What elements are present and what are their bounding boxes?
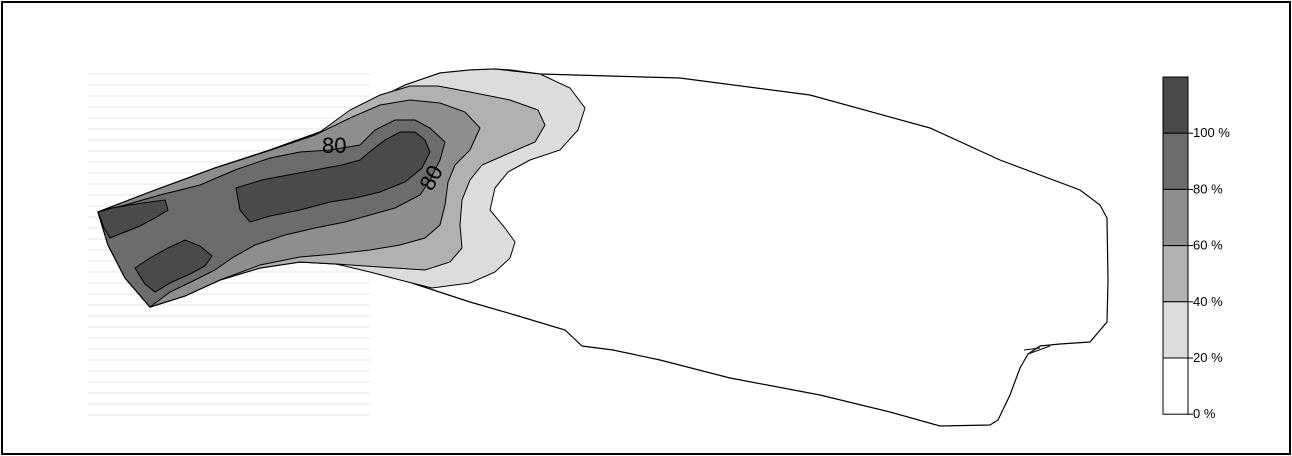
edge-artifact xyxy=(1023,345,1051,355)
legend-swatch xyxy=(1162,301,1189,359)
legend-tick-label: 20 % xyxy=(1193,350,1223,365)
legend-tick-label: 80 % xyxy=(1193,181,1223,196)
color-legend: 100 % 80 % 60 % 40 % 20 % 0 % xyxy=(1162,76,1230,421)
legend-tick-label: 100 % xyxy=(1193,125,1230,140)
contour-100-region-main xyxy=(235,131,431,223)
legend-tick-label: 0 % xyxy=(1193,406,1216,421)
legend-swatch xyxy=(1162,188,1189,247)
legend-swatch xyxy=(1162,245,1189,303)
legend-swatch xyxy=(1162,357,1189,415)
legend-tick-label: 40 % xyxy=(1193,294,1223,309)
legend-swatch xyxy=(1162,132,1189,190)
contour-label-80-top: 80 xyxy=(322,133,346,158)
contour-100-region-tip xyxy=(97,199,169,239)
legend-tick-label: 60 % xyxy=(1193,238,1223,253)
legend-swatch xyxy=(1162,76,1189,134)
contour-100-region-lower xyxy=(134,239,213,293)
